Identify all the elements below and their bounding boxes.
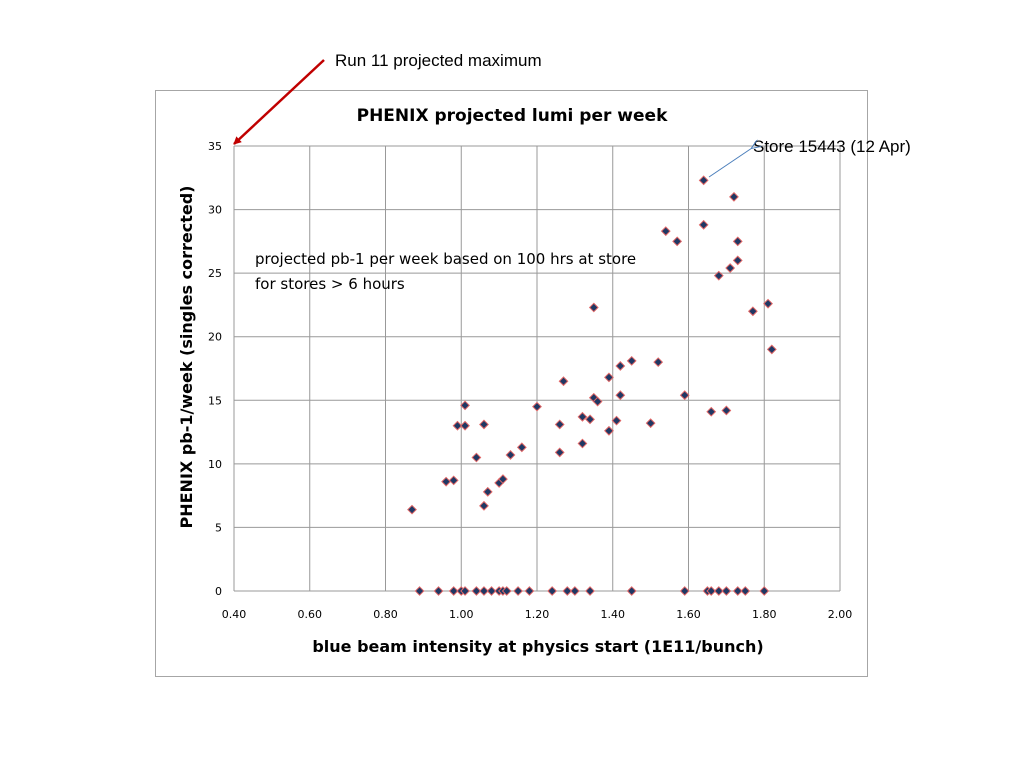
y-tick-label: 15 [208, 394, 222, 407]
data-point [471, 452, 482, 463]
data-point [460, 400, 470, 411]
x-tick-label: 1.20 [525, 608, 550, 621]
run11-arrow-icon [233, 59, 325, 145]
x-tick-label: 1.40 [601, 608, 626, 621]
data-point [679, 586, 690, 596]
data-point [562, 586, 573, 596]
data-point [460, 420, 470, 431]
data-point [460, 586, 470, 596]
data-point [554, 447, 565, 458]
data-point [706, 586, 717, 596]
data-point [513, 586, 523, 596]
store-arrow-icon [708, 148, 752, 178]
data-point [698, 219, 709, 230]
data-point [448, 475, 459, 486]
y-tick-label: 0 [215, 585, 222, 598]
chart-title: PHENIX projected lumi per week [357, 106, 668, 126]
data-point [414, 586, 425, 596]
data-point [725, 263, 736, 273]
data-point [524, 586, 535, 596]
data-point [558, 376, 569, 387]
data-point [729, 191, 739, 202]
data-point [592, 396, 603, 407]
data-point [732, 255, 743, 266]
data-point [498, 474, 508, 485]
data-point [588, 302, 599, 313]
data-point [698, 175, 709, 186]
data-point [679, 390, 690, 401]
y-tick-label: 20 [208, 331, 222, 344]
data-point [759, 586, 770, 596]
projection-note-line2: for stores > 6 hours [255, 275, 405, 293]
data-point [732, 586, 743, 596]
y-tick-label: 5 [215, 521, 222, 534]
data-point [645, 418, 656, 429]
data-point [611, 415, 622, 426]
data-point [713, 270, 724, 281]
data-point [660, 226, 671, 237]
store-annotation: Store 15443 (12 Apr) [753, 137, 911, 156]
data-point [740, 586, 751, 596]
data-point [577, 411, 588, 422]
data-point [407, 504, 417, 515]
chart-frame [155, 90, 868, 677]
data-point [452, 420, 463, 431]
x-tick-label: 0.80 [373, 608, 398, 621]
y-tick-label: 30 [208, 204, 222, 217]
data-point [505, 450, 516, 460]
data-point [433, 586, 444, 596]
data-point [585, 586, 595, 596]
data-point [547, 586, 558, 596]
data-point [448, 586, 459, 596]
data-point [653, 357, 664, 368]
data-point [585, 414, 595, 425]
data-point [501, 586, 512, 596]
data-point [626, 355, 637, 366]
y-axis-label: PHENIX pb-1/week (singles corrected) [177, 186, 196, 529]
data-point [713, 586, 724, 596]
data-point [615, 390, 626, 401]
data-point [516, 442, 527, 453]
data-point [479, 586, 489, 596]
x-tick-label: 0.60 [298, 608, 323, 621]
data-point [732, 236, 743, 247]
y-tick-label: 10 [208, 458, 222, 471]
data-point [706, 406, 717, 417]
data-point [721, 586, 732, 596]
data-point [763, 298, 773, 309]
x-tick-label: 1.60 [676, 608, 701, 621]
data-point [604, 425, 614, 436]
data-point [604, 372, 614, 383]
x-axis-label: blue beam intensity at physics start (1E… [312, 637, 763, 656]
data-point [569, 586, 580, 596]
x-tick-label: 0.40 [222, 608, 247, 621]
data-point [766, 344, 777, 355]
projection-note-line1: projected pb-1 per week based on 100 hrs… [255, 250, 636, 268]
data-point [554, 419, 565, 430]
data-point [577, 438, 588, 449]
y-tick-label: 35 [208, 140, 222, 153]
x-tick-label: 1.00 [449, 608, 474, 621]
data-point [721, 405, 732, 416]
y-tick-label: 25 [208, 267, 222, 280]
data-point [471, 586, 482, 596]
data-point [747, 306, 758, 317]
data-point [486, 586, 497, 596]
data-point [672, 236, 683, 247]
data-point [479, 419, 489, 430]
data-point [626, 586, 637, 596]
run11-annotation: Run 11 projected maximum [335, 51, 542, 70]
scatter-points [407, 175, 777, 596]
x-tick-label: 1.80 [752, 608, 777, 621]
x-tick-label: 2.00 [828, 608, 853, 621]
data-point [615, 361, 626, 371]
chart-gridlines [233, 145, 841, 592]
data-point [479, 500, 489, 511]
y-axis-ticks: 0 5 10 15 20 25 30 35 [208, 140, 222, 598]
data-point [482, 486, 493, 497]
data-point [441, 476, 452, 487]
data-point [532, 401, 542, 412]
x-axis-ticks: 0.40 0.60 0.80 1.00 1.20 1.40 1.60 1.80 2.00 [222, 608, 853, 621]
